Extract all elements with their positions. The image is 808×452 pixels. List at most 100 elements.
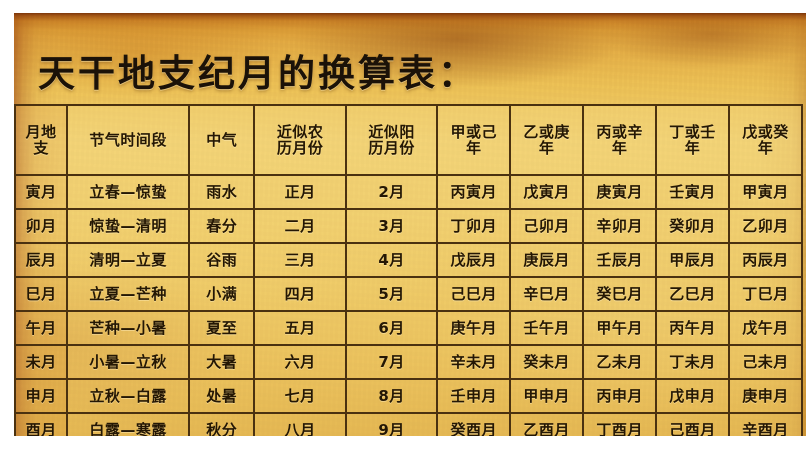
- table-cell: 癸未月: [509, 344, 585, 380]
- table-cell: 甲申月: [509, 378, 585, 414]
- table-row: 寅月 立春—惊蛰 雨水 正月 2月 丙寅月 戊寅月 庚寅月 壬寅月 甲寅月: [14, 174, 804, 210]
- header-line: 月地: [25, 122, 57, 141]
- table-cell: 辛未月: [436, 344, 512, 380]
- table-cell: 雨水: [188, 174, 256, 210]
- table-cell: 丙寅月: [436, 174, 512, 210]
- table-cell: 甲午月: [582, 310, 658, 346]
- table-cell: 乙卯月: [727, 208, 804, 244]
- month-branch-cell: 辰月: [14, 242, 69, 278]
- table-cell: 庚午月: [436, 310, 512, 346]
- table-row: 辰月 清明—立夏 谷雨 三月 4月 戊辰月 庚辰月 壬辰月 甲辰月 丙辰月: [14, 242, 804, 278]
- column-header-mid-term: 中气: [188, 104, 256, 176]
- table-cell: 白露—寒露: [66, 412, 191, 436]
- table-cell: 辛卯月: [582, 208, 658, 244]
- table-cell: 丙申月: [582, 378, 658, 414]
- table-cell: 戊午月: [727, 310, 804, 346]
- column-header-year-ding-ren: 丁或壬年: [655, 104, 730, 176]
- ganzhi-month-conversion-table: 月地支节气时间段 中气 近似农 历月份 近似阳 历月份 甲或己年乙或庚年丙或辛年丁或壬年戊或…: [14, 104, 804, 436]
- table-cell: 小暑—立秋: [66, 344, 191, 380]
- table-cell: 己酉月: [655, 412, 730, 436]
- column-header-solar-term-range: 节气时间段: [66, 104, 191, 176]
- table-cell: 辛巳月: [509, 276, 585, 312]
- header-line: 近似阳: [368, 122, 415, 141]
- column-header-year-jia-ji: 甲或己年: [436, 104, 512, 176]
- column-header-text: 丁或壬年: [659, 122, 726, 157]
- table-cell: 七月: [253, 378, 347, 414]
- table-cell: 乙巳月: [655, 276, 730, 312]
- table-cell: 大暑: [188, 344, 256, 380]
- header-line: 丁或壬: [669, 122, 716, 141]
- header-line: 年: [611, 139, 628, 157]
- table-cell: 癸酉月: [436, 412, 512, 436]
- table-cell: 丙辰月: [727, 242, 804, 278]
- table-cell: 9月: [344, 412, 439, 436]
- table-cell: 6月: [344, 310, 439, 346]
- table-cell: 壬午月: [509, 310, 585, 346]
- column-header-year-bing-xin: 丙或辛年: [582, 104, 658, 176]
- table-cell: 壬寅月: [655, 174, 730, 210]
- table-cell: 庚辰月: [509, 242, 585, 278]
- table-cell: 甲辰月: [655, 242, 730, 278]
- table-cell: 辛酉月: [727, 412, 804, 436]
- table-cell: 庚申月: [727, 378, 804, 414]
- page-title: 天干地支纪月的换算表：: [38, 51, 478, 95]
- column-header-text: 近似农 历月份: [257, 124, 342, 157]
- table-cell: 丁未月: [655, 344, 730, 380]
- table-cell: 秋分: [188, 412, 256, 436]
- table-cell: 三月: [253, 242, 347, 278]
- header-line: 支: [33, 139, 49, 157]
- month-branch-cell: 午月: [14, 310, 69, 346]
- table-cell: 丙午月: [655, 310, 730, 346]
- column-header-text: 中气: [192, 132, 251, 148]
- column-header-approx-lunar-month: 近似农 历月份: [253, 104, 347, 176]
- table-cell: 壬辰月: [582, 242, 658, 278]
- table-cell: 立夏—芒种: [66, 276, 191, 312]
- table-cell: 癸卯月: [655, 208, 730, 244]
- table-cell: 正月: [253, 174, 347, 210]
- table-cell: 丁巳月: [727, 276, 804, 312]
- header-line: 历月份: [368, 139, 415, 157]
- column-header-text: 戊或癸年: [732, 124, 799, 157]
- table-cell: 5月: [344, 276, 439, 312]
- table-row: 巳月 立夏—芒种 小满 四月 5月 己巳月 辛巳月 癸巳月 乙巳月 丁巳月: [14, 276, 804, 312]
- column-header-text: 节气时间段: [70, 132, 186, 148]
- column-header-approx-solar-month: 近似阳 历月份: [344, 104, 439, 176]
- table-row: 申月 立秋—白露 处暑 七月 8月 壬申月 甲申月 丙申月 戊申月 庚申月: [14, 378, 804, 414]
- header-line: 年: [465, 139, 482, 157]
- table-cell: 处暑: [188, 378, 256, 414]
- month-branch-cell: 卯月: [14, 208, 69, 244]
- table-cell: 二月: [253, 208, 347, 244]
- month-branch-cell: 未月: [14, 344, 69, 380]
- table-cell: 7月: [344, 344, 439, 380]
- table-cell: 癸巳月: [582, 276, 658, 312]
- month-branch-cell: 申月: [14, 378, 69, 414]
- column-header-text: 近似阳 历月份: [349, 122, 434, 157]
- month-branch-cell: 巳月: [14, 276, 69, 312]
- table-row: 酉月 白露—寒露 秋分 八月 9月 癸酉月 乙酉月 丁酉月 己酉月 辛酉月: [14, 412, 804, 436]
- table-cell: 惊蛰—清明: [66, 208, 191, 244]
- table-row: 午月 芒种—小暑 夏至 五月 6月 庚午月 壬午月 甲午月 丙午月 戊午月: [14, 310, 804, 346]
- table-cell: 夏至: [188, 310, 256, 346]
- header-line: 丙或辛: [596, 122, 643, 141]
- table-cell: 乙酉月: [509, 412, 585, 436]
- table-cell: 清明—立夏: [66, 242, 191, 278]
- table-cell: 立春—惊蛰: [66, 174, 191, 210]
- header-line: 年: [684, 139, 701, 157]
- header-line: 历月份: [276, 139, 324, 157]
- table-cell: 壬申月: [436, 378, 512, 414]
- parchment-background: 天干地支纪月的换算表： 月地支节气时间段 中气 近似农 历月份 近似阳 历月份 甲或己年乙或…: [14, 13, 806, 436]
- table-cell: 四月: [253, 276, 347, 312]
- header-line: 年: [538, 139, 555, 157]
- table-cell: 六月: [253, 344, 347, 380]
- table-cell: 戊寅月: [509, 174, 585, 210]
- header-line: 中气: [206, 130, 238, 149]
- table-row: 未月 小暑—立秋 大暑 六月 7月 辛未月 癸未月 乙未月 丁未月 己未月: [14, 344, 804, 380]
- table-cell: 2月: [344, 174, 439, 210]
- month-branch-cell: 寅月: [14, 174, 69, 210]
- table-cell: 丁酉月: [582, 412, 658, 436]
- table-cell: 芒种—小暑: [66, 310, 191, 346]
- column-header-month-branch: 月地支: [14, 104, 69, 176]
- table-cell: 谷雨: [188, 242, 256, 278]
- table-row: 卯月 惊蛰—清明 春分 二月 3月 丁卯月 己卯月 辛卯月 癸卯月 乙卯月: [14, 208, 804, 244]
- table-cell: 己卯月: [509, 208, 585, 244]
